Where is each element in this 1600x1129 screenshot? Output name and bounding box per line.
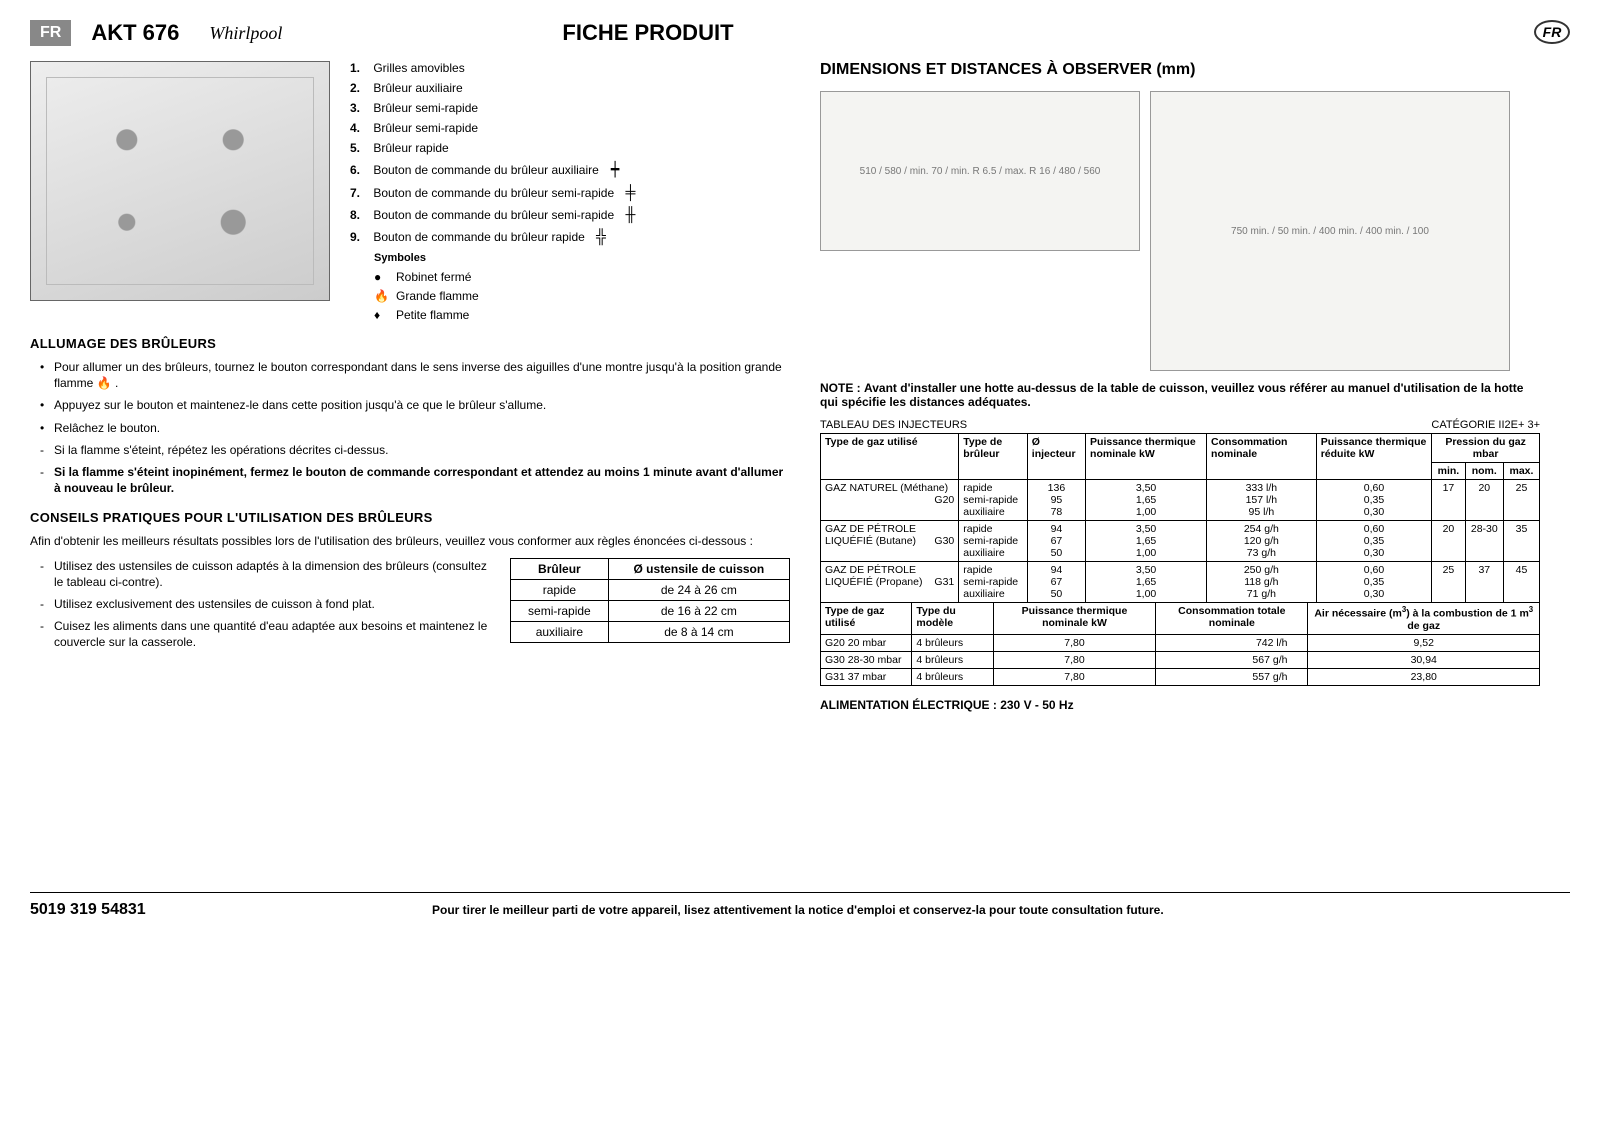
legend-item: 1. Grilles amovibles bbox=[350, 61, 790, 75]
totals-row: G30 28-30 mbar4 brûleurs7,80567 g/h30,94 bbox=[821, 651, 1540, 668]
totals-row: G31 37 mbar4 brûleurs7,80557 g/h23,80 bbox=[821, 668, 1540, 685]
util-cell: auxiliaire bbox=[511, 621, 609, 642]
ignition-step: Appuyez sur le bouton et maintenez-le da… bbox=[40, 397, 790, 413]
brand-logo: Whirlpool bbox=[209, 23, 282, 44]
totals-table: Type de gaz utilisé Type du modèle Puiss… bbox=[820, 602, 1540, 686]
tip: Utilisez exclusivement des ustensiles de… bbox=[40, 596, 490, 612]
legend-item: 4. Brûleur semi-rapide bbox=[350, 121, 790, 135]
dimensions-title: DIMENSIONS ET DISTANCES À OBSERVER (mm) bbox=[820, 61, 1540, 79]
injector-category: CATÉGORIE II2E+ 3+ bbox=[1431, 419, 1540, 431]
util-header: Brûleur bbox=[511, 558, 609, 579]
page-title: FICHE PRODUIT bbox=[562, 20, 733, 46]
tip: Cuisez les aliments dans une quantité d'… bbox=[40, 618, 490, 650]
ignition-title: ALLUMAGE DES BRÛLEURS bbox=[30, 336, 790, 351]
tips-intro: Afin d'obtenir les meilleurs résultats p… bbox=[30, 533, 790, 549]
ignition-steps: Pour allumer un des brûleurs, tournez le… bbox=[40, 359, 790, 436]
utensil-table: Brûleur Ø ustensile de cuisson rapidede … bbox=[510, 558, 790, 643]
symbols-title: Symboles bbox=[374, 252, 790, 264]
lang-badge-left: FR bbox=[30, 20, 71, 46]
legend-item: 6. Bouton de commande du brûleur auxilia… bbox=[350, 161, 790, 178]
util-cell: de 8 à 14 cm bbox=[608, 621, 789, 642]
injector-row: GAZ NATUREL (Méthane)G20rapidesemi-rapid… bbox=[821, 480, 1540, 521]
left-column: 1. Grilles amovibles 2. Brûleur auxiliair… bbox=[30, 61, 790, 712]
ignition-step: Pour allumer un des brûleurs, tournez le… bbox=[40, 359, 790, 391]
legend-item: 8. Bouton de commande du brûleur semi-ra… bbox=[350, 206, 790, 222]
footer-text: Pour tirer le meilleur parti de votre ap… bbox=[432, 903, 1164, 917]
clearance-diagram: 750 min. / 50 min. / 400 min. / 400 min.… bbox=[1150, 91, 1510, 371]
ignition-note: Si la flamme s'éteint, répétez les opéra… bbox=[40, 442, 790, 458]
legend-item: 5. Brûleur rapide bbox=[350, 141, 790, 155]
footer: 5019 319 54831 Pour tirer le meilleur pa… bbox=[30, 892, 1570, 919]
part-number: 5019 319 54831 bbox=[30, 901, 146, 919]
tip: Utilisez des ustensiles de cuisson adapt… bbox=[40, 558, 490, 590]
legend-item: 7. Bouton de commande du brûleur semi-ra… bbox=[350, 184, 790, 200]
tips-list: Utilisez des ustensiles de cuisson adapt… bbox=[40, 558, 490, 657]
ignition-step: Relâchez le bouton. bbox=[40, 420, 790, 436]
util-cell: de 16 à 22 cm bbox=[608, 600, 789, 621]
totals-row: G20 20 mbar4 brûleurs7,80742 l/h9,52 bbox=[821, 634, 1540, 651]
parts-legend: 1. Grilles amovibles 2. Brûleur auxiliair… bbox=[350, 61, 790, 322]
install-note: NOTE : Avant d'installer une hotte au-de… bbox=[820, 381, 1540, 409]
injector-row: GAZ DE PÉTROLE LIQUÉFIÉ (Butane)G30rapid… bbox=[821, 521, 1540, 562]
model-number: AKT 676 bbox=[91, 20, 179, 46]
symbol-item: ●Robinet fermé bbox=[374, 270, 790, 284]
injector-row: GAZ DE PÉTROLE LIQUÉFIÉ (Propane)G31rapi… bbox=[821, 562, 1540, 603]
legend-item: 2. Brûleur auxiliaire bbox=[350, 81, 790, 95]
legend-item: 9. Bouton de commande du brûleur rapide … bbox=[350, 228, 790, 244]
legend-item: 3. Brûleur semi-rapide bbox=[350, 101, 790, 115]
hob-diagram bbox=[30, 61, 330, 301]
util-cell: de 24 à 26 cm bbox=[608, 579, 789, 600]
cutout-diagram: 510 / 580 / min. 70 / min. R 6.5 / max. … bbox=[820, 91, 1140, 251]
ignition-note: Si la flamme s'éteint inopinément, ferme… bbox=[40, 464, 790, 496]
electrical-spec: ALIMENTATION ÉLECTRIQUE : 230 V - 50 Hz bbox=[820, 698, 1540, 712]
lang-badge-right: FR bbox=[1534, 20, 1570, 44]
injector-table: Type de gaz utilisé Type de brûleur Ø in… bbox=[820, 433, 1540, 603]
util-header: Ø ustensile de cuisson bbox=[608, 558, 789, 579]
injector-caption: TABLEAU DES INJECTEURS bbox=[820, 419, 967, 431]
right-column: DIMENSIONS ET DISTANCES À OBSERVER (mm) … bbox=[820, 61, 1540, 712]
tips-title: CONSEILS PRATIQUES POUR L'UTILISATION DE… bbox=[30, 510, 790, 525]
symbol-item: 🔥Grande flamme bbox=[374, 289, 790, 303]
util-cell: semi-rapide bbox=[511, 600, 609, 621]
header: FR AKT 676 Whirlpool FICHE PRODUIT bbox=[30, 20, 1570, 46]
util-cell: rapide bbox=[511, 579, 609, 600]
ignition-notes: Si la flamme s'éteint, répétez les opéra… bbox=[40, 442, 790, 497]
symbol-item: ♦Petite flamme bbox=[374, 308, 790, 322]
